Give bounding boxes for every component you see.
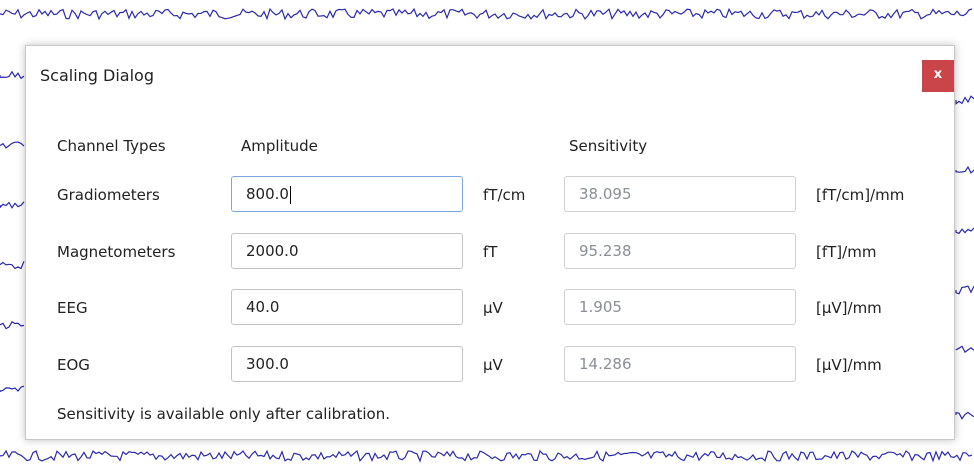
signal-trace xyxy=(955,411,974,420)
header: Channel Types xyxy=(57,137,166,155)
signal-trace xyxy=(0,70,25,80)
sensitivity-unit-label: [µV]/mm xyxy=(816,299,882,317)
channel-label: Gradiometers xyxy=(57,186,160,204)
channel-label: EOG xyxy=(57,355,90,374)
signal-trace xyxy=(955,95,974,105)
close-button[interactable]: x xyxy=(922,60,954,92)
signal-trace xyxy=(0,385,25,393)
unit-label: µV xyxy=(483,299,503,317)
sensitivity-unit-label: [µV]/mm xyxy=(816,355,882,374)
caret xyxy=(289,185,291,204)
unit-label: fT/cm xyxy=(483,186,526,204)
sensitivity-unit-label: [fT]/mm xyxy=(816,242,877,261)
signal-trace xyxy=(955,285,974,295)
title-bar: Scaling Dialog x xyxy=(26,46,954,104)
amplitude-input[interactable]: 300.0 xyxy=(231,345,463,382)
amplitude-input[interactable]: 40.0 xyxy=(231,289,463,325)
amplitude-input[interactable]: 800.0 xyxy=(231,176,463,212)
sensitivity-input: 1.905 xyxy=(564,289,796,325)
sensitivity-input: 14.286 xyxy=(564,345,796,382)
signal-trace xyxy=(0,201,25,209)
dialog-title: Scaling Dialog xyxy=(40,66,154,85)
signal-trace xyxy=(0,449,973,463)
signal-trace xyxy=(955,165,974,174)
signal-trace xyxy=(0,261,25,270)
header: Amplitude xyxy=(241,137,318,155)
signal-trace xyxy=(955,345,974,353)
sensitivity-unit-label: [fT/cm]/mm xyxy=(816,186,905,204)
amplitude-input[interactable]: 2000.0 xyxy=(231,232,463,269)
signal-trace xyxy=(955,227,974,235)
unit-label: µV xyxy=(483,355,503,374)
dialog: Scaling Dialog x Channel Types Amplitude… xyxy=(25,45,955,440)
signal-trace xyxy=(0,7,973,21)
signal-trace xyxy=(0,320,25,330)
channel-label: Magnetometers xyxy=(57,242,176,261)
signal-trace xyxy=(0,141,25,149)
unit-label: fT xyxy=(483,242,498,261)
sensitivity-input: 38.095 xyxy=(564,176,796,212)
sensitivity-input: 95.238 xyxy=(564,232,796,269)
channel-label: EEG xyxy=(57,299,88,317)
header: Sensitivity xyxy=(569,137,648,155)
note: Sensitivity is available only after cali… xyxy=(57,405,390,423)
